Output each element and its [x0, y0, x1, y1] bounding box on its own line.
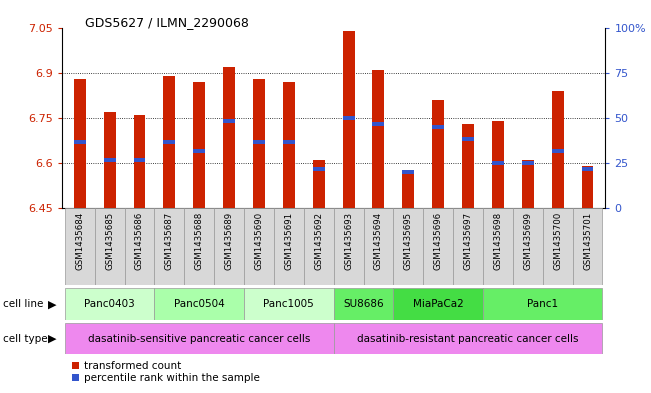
Bar — [522, 161, 534, 165]
Bar — [581, 167, 594, 171]
Text: GSM1435690: GSM1435690 — [255, 212, 264, 270]
Text: Panc1: Panc1 — [527, 299, 559, 309]
Text: dasatinib-sensitive pancreatic cancer cells: dasatinib-sensitive pancreatic cancer ce… — [88, 334, 311, 344]
Text: percentile rank within the sample: percentile rank within the sample — [85, 373, 260, 383]
Bar — [312, 167, 325, 171]
Bar — [402, 170, 414, 174]
Text: GSM1435701: GSM1435701 — [583, 212, 592, 270]
Text: GSM1435686: GSM1435686 — [135, 212, 144, 270]
Bar — [283, 140, 295, 144]
Bar — [214, 208, 244, 285]
Text: ▶: ▶ — [48, 299, 57, 309]
Bar — [333, 208, 363, 285]
Text: cell line: cell line — [3, 299, 44, 309]
Bar — [154, 288, 244, 320]
Text: GSM1435695: GSM1435695 — [404, 212, 413, 270]
Bar — [483, 288, 602, 320]
Bar — [133, 115, 145, 208]
Text: GSM1435693: GSM1435693 — [344, 212, 353, 270]
Bar — [104, 158, 116, 162]
Bar — [223, 119, 235, 123]
Bar — [223, 67, 235, 208]
Text: MiaPaCa2: MiaPaCa2 — [413, 299, 464, 309]
Bar — [244, 208, 274, 285]
Bar — [333, 323, 602, 354]
Bar — [65, 208, 94, 285]
Bar — [72, 374, 79, 381]
Bar — [193, 82, 205, 208]
Bar — [423, 208, 453, 285]
Bar — [253, 79, 265, 208]
Text: cell type: cell type — [3, 334, 48, 344]
Bar — [432, 100, 444, 208]
Bar — [573, 208, 602, 285]
Bar — [581, 166, 594, 208]
Text: SU8686: SU8686 — [343, 299, 384, 309]
Bar — [363, 208, 393, 285]
Text: GSM1435699: GSM1435699 — [523, 212, 533, 270]
Bar — [522, 160, 534, 208]
Bar — [154, 208, 184, 285]
Text: GSM1435696: GSM1435696 — [434, 212, 443, 270]
Bar — [133, 158, 145, 162]
Bar — [304, 208, 333, 285]
Bar — [74, 79, 86, 208]
Bar — [393, 288, 483, 320]
Text: Panc0504: Panc0504 — [174, 299, 225, 309]
Text: Panc0403: Panc0403 — [84, 299, 135, 309]
Bar — [393, 208, 423, 285]
Text: GSM1435684: GSM1435684 — [76, 212, 84, 270]
Bar — [94, 208, 124, 285]
Bar — [72, 362, 79, 369]
Bar — [342, 31, 355, 208]
Bar — [372, 122, 384, 126]
Text: ▶: ▶ — [48, 334, 57, 344]
Text: GSM1435694: GSM1435694 — [374, 212, 383, 270]
Bar — [65, 323, 333, 354]
Text: GSM1435698: GSM1435698 — [493, 212, 503, 270]
Bar — [492, 161, 504, 165]
Bar — [312, 160, 325, 208]
Bar — [372, 70, 384, 208]
Bar — [65, 288, 154, 320]
Bar — [551, 91, 564, 208]
Bar — [432, 125, 444, 129]
Bar — [333, 288, 393, 320]
Bar — [543, 208, 573, 285]
Bar — [184, 208, 214, 285]
Bar — [483, 208, 513, 285]
Bar — [104, 112, 116, 208]
Bar — [283, 82, 295, 208]
Bar — [402, 172, 414, 208]
Bar — [244, 288, 333, 320]
Bar — [253, 140, 265, 144]
Text: Panc1005: Panc1005 — [264, 299, 314, 309]
Text: GSM1435688: GSM1435688 — [195, 212, 204, 270]
Bar — [453, 208, 483, 285]
Text: transformed count: transformed count — [85, 361, 182, 371]
Text: GSM1435691: GSM1435691 — [284, 212, 294, 270]
Bar — [163, 140, 175, 144]
Bar — [124, 208, 154, 285]
Bar — [462, 124, 474, 208]
Text: GDS5627 / ILMN_2290068: GDS5627 / ILMN_2290068 — [85, 16, 249, 29]
Text: dasatinib-resistant pancreatic cancer cells: dasatinib-resistant pancreatic cancer ce… — [357, 334, 579, 344]
Bar — [513, 208, 543, 285]
Bar — [342, 116, 355, 120]
Text: GSM1435685: GSM1435685 — [105, 212, 114, 270]
Bar — [193, 149, 205, 153]
Bar — [462, 137, 474, 141]
Text: GSM1435689: GSM1435689 — [225, 212, 234, 270]
Bar — [163, 76, 175, 208]
Bar — [274, 208, 304, 285]
Text: GSM1435692: GSM1435692 — [314, 212, 323, 270]
Text: GSM1435697: GSM1435697 — [464, 212, 473, 270]
Bar — [551, 149, 564, 153]
Text: GSM1435700: GSM1435700 — [553, 212, 562, 270]
Bar — [492, 121, 504, 208]
Text: GSM1435687: GSM1435687 — [165, 212, 174, 270]
Bar — [74, 140, 86, 144]
